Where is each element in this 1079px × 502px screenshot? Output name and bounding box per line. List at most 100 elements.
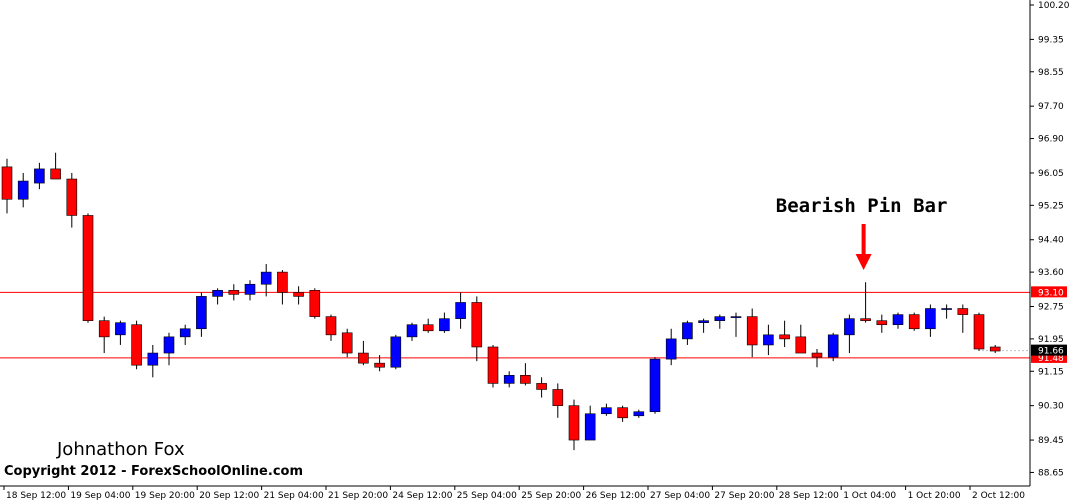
bullish-candle bbox=[260, 271, 272, 285]
bearish-candle bbox=[471, 302, 483, 348]
bearish-candle bbox=[746, 316, 758, 346]
bearish-candle bbox=[487, 346, 499, 384]
price-tick-label: 96.90 bbox=[1038, 135, 1064, 145]
time-tick-label: 2 Oct 12:00 bbox=[972, 491, 1025, 501]
price-tick-label: 91.95 bbox=[1038, 335, 1064, 345]
bearish-candle bbox=[66, 178, 78, 216]
time-tick-label: 25 Sep 04:00 bbox=[457, 491, 517, 501]
bullish-candle bbox=[730, 316, 742, 318]
time-tick-label: 27 Sep 20:00 bbox=[714, 491, 774, 501]
time-axis: 18 Sep 12:00 19 Sep 04:00 19 Sep 20:00 20 S… bbox=[0, 485, 1030, 501]
bearish-candle bbox=[277, 271, 288, 293]
bearish-candle bbox=[422, 324, 434, 332]
time-tick-label: 18 Sep 12:00 bbox=[6, 491, 66, 501]
level-label: 91.48 bbox=[1038, 354, 1064, 364]
copyright-text: Copyright 2012 - ForexSchoolOnline.com bbox=[4, 464, 303, 479]
price-tick-label: 93.60 bbox=[1038, 268, 1064, 278]
time-tick-label: 21 Sep 20:00 bbox=[328, 491, 388, 501]
time-tick-label: 27 Sep 04:00 bbox=[650, 491, 710, 501]
bullish-candle bbox=[196, 296, 207, 330]
time-tick-label: 24 Sep 12:00 bbox=[392, 491, 452, 501]
bullish-candle bbox=[244, 283, 256, 295]
time-tick-label: 26 Sep 12:00 bbox=[586, 491, 646, 501]
bearish-candle bbox=[374, 362, 385, 368]
price-tick-label: 100.20 bbox=[1038, 1, 1070, 11]
bullish-candle bbox=[179, 328, 191, 338]
current-price-label: 91.66 bbox=[1038, 347, 1064, 357]
level-label: 93.10 bbox=[1038, 288, 1064, 298]
price-tick-label: 98.55 bbox=[1038, 68, 1064, 78]
bearish-candle bbox=[860, 318, 871, 321]
bearish-candle bbox=[1, 166, 13, 200]
bullish-candle bbox=[115, 322, 126, 336]
bullish-candle bbox=[406, 324, 418, 338]
bullish-candle bbox=[682, 322, 693, 340]
bearish-candle bbox=[876, 320, 888, 326]
bullish-candle bbox=[649, 358, 661, 413]
price-tick-label: 95.25 bbox=[1038, 201, 1064, 211]
price-tick-label: 88.65 bbox=[1038, 468, 1064, 478]
bearish-candle bbox=[779, 334, 790, 340]
time-tick-label: 1 Oct 20:00 bbox=[908, 491, 961, 501]
price-tick-label: 89.45 bbox=[1038, 436, 1064, 446]
time-tick-label: 19 Sep 04:00 bbox=[70, 491, 130, 501]
bullish-candle bbox=[844, 318, 855, 336]
bullish-candle bbox=[941, 308, 952, 310]
bullish-candle bbox=[584, 413, 596, 441]
time-tick-label: 19 Sep 20:00 bbox=[135, 491, 195, 501]
price-tick-label: 96.05 bbox=[1038, 169, 1064, 179]
price-tick-label: 92.75 bbox=[1038, 303, 1064, 313]
annotation-arrow-head bbox=[855, 254, 872, 270]
bearish-candle bbox=[131, 324, 142, 366]
bullish-candle bbox=[633, 411, 645, 417]
time-tick-label: 1 Oct 04:00 bbox=[843, 491, 896, 501]
bullish-candle bbox=[163, 336, 175, 354]
bullish-candle bbox=[892, 314, 904, 326]
bullish-candle bbox=[827, 334, 839, 358]
bullish-candle bbox=[763, 334, 774, 346]
bearish-candle bbox=[973, 314, 985, 350]
bearish-candle bbox=[957, 308, 969, 315]
annotation-layer: Bearish Pin Bar bbox=[776, 195, 948, 270]
bullish-candle bbox=[17, 180, 29, 200]
time-tick-label: 28 Sep 12:00 bbox=[779, 491, 839, 501]
bullish-candle bbox=[601, 407, 612, 415]
bullish-candle bbox=[212, 290, 223, 297]
bullish-candle bbox=[714, 316, 726, 321]
bullish-candle bbox=[925, 308, 936, 330]
price-tick-label: 90.30 bbox=[1038, 402, 1064, 412]
bullish-candle bbox=[665, 338, 677, 360]
price-axis: 100.20 99.35 98.55 97.70 96.90 96.05 95.25 94.4… bbox=[1029, 0, 1070, 486]
bearish-candle bbox=[552, 389, 564, 406]
bearish-candle bbox=[617, 407, 628, 419]
bullish-candle bbox=[390, 336, 402, 368]
bearish-candle bbox=[228, 290, 240, 295]
bearish-candle bbox=[811, 352, 823, 358]
bearish-candle bbox=[536, 383, 547, 390]
bullish-candle bbox=[147, 352, 159, 366]
bullish-candle bbox=[698, 320, 709, 323]
current-price-box bbox=[1031, 344, 1067, 356]
bearish-candle bbox=[795, 336, 807, 354]
bullish-candle bbox=[455, 302, 466, 319]
bearish-candle bbox=[358, 352, 369, 364]
bearish-candle bbox=[325, 316, 337, 336]
candles-layer bbox=[1, 152, 1001, 451]
time-tick-label: 21 Sep 04:00 bbox=[264, 491, 324, 501]
annotation-label: Bearish Pin Bar bbox=[776, 195, 948, 217]
author-name: Johnathon Fox bbox=[56, 439, 185, 460]
time-tick-label: 20 Sep 12:00 bbox=[199, 491, 259, 501]
price-tick-label: 91.15 bbox=[1038, 367, 1064, 377]
bullish-candle bbox=[503, 375, 515, 384]
price-tick-label: 97.70 bbox=[1038, 102, 1064, 112]
bearish-candle bbox=[568, 405, 580, 441]
bullish-candle bbox=[439, 318, 450, 332]
level-label-box bbox=[1031, 351, 1067, 363]
bearish-candle bbox=[98, 320, 110, 338]
price-tick-label: 99.35 bbox=[1038, 35, 1064, 45]
bearish-candle bbox=[293, 292, 304, 297]
bearish-candle bbox=[50, 168, 61, 180]
price-tick-label: 94.40 bbox=[1038, 236, 1064, 246]
